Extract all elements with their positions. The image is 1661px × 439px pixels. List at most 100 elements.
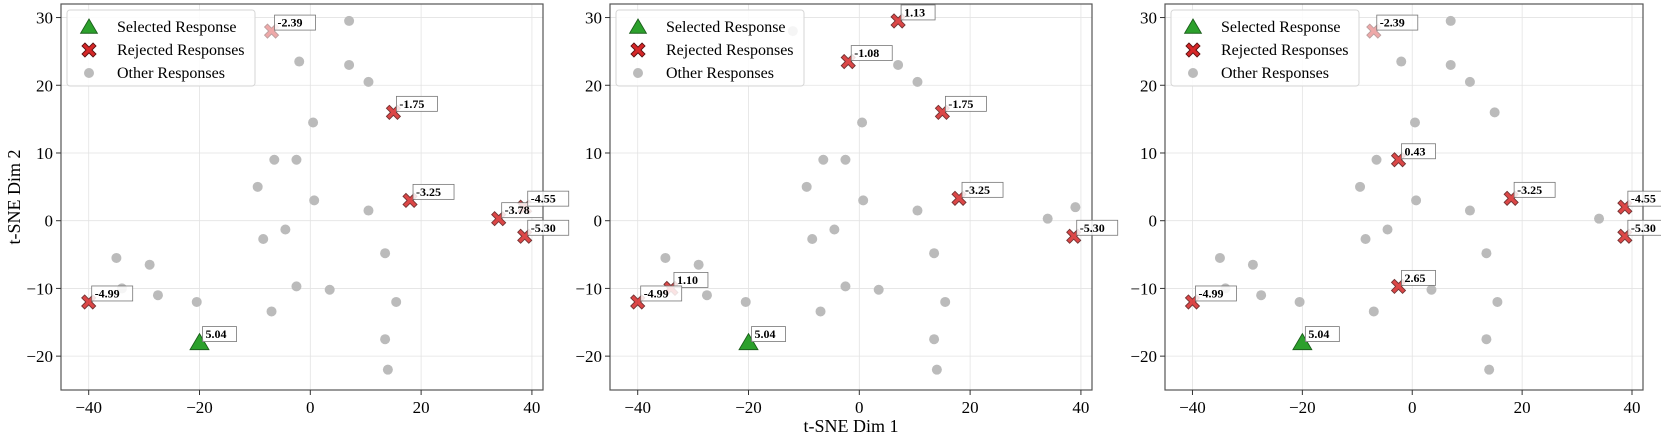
x-tick-label: 0 xyxy=(855,398,864,417)
other-response-point xyxy=(1464,205,1475,216)
legend-label: Rejected Responses xyxy=(666,42,794,59)
other-response-point xyxy=(291,154,302,165)
other-response-point xyxy=(308,117,319,128)
data-label: -4.99 xyxy=(95,286,120,300)
other-response-point xyxy=(111,252,122,263)
other-response-point xyxy=(1042,213,1053,224)
other-response-point xyxy=(1371,154,1382,165)
other-response-point xyxy=(1489,107,1500,118)
other-response-point xyxy=(873,284,884,295)
other-response-point xyxy=(1247,259,1258,270)
other-response-point xyxy=(840,154,851,165)
data-label-box xyxy=(527,190,570,207)
x-tick-label: 0 xyxy=(306,398,315,417)
data-label: 5.04 xyxy=(206,327,227,341)
other-response-point xyxy=(258,233,269,244)
x-tick-label: 40 xyxy=(1624,398,1641,417)
other-response-point xyxy=(1594,213,1605,224)
legend-selected-icon xyxy=(1183,18,1203,34)
y-tick-label: 30 xyxy=(1140,9,1157,28)
other-response-point xyxy=(1409,117,1420,128)
y-tick-label: −20 xyxy=(575,347,602,366)
other-response-point xyxy=(380,334,391,345)
data-label: -4.99 xyxy=(644,286,669,300)
y-tick-label: −10 xyxy=(1130,279,1157,298)
other-response-point xyxy=(818,154,829,165)
data-label-box xyxy=(945,95,987,112)
data-label: 5.04 xyxy=(755,327,776,341)
other-response-point xyxy=(252,181,263,192)
y-tick-label: 20 xyxy=(585,76,602,95)
y-tick-label: 30 xyxy=(585,9,602,28)
other-response-point xyxy=(1382,224,1393,235)
data-label: -1.75 xyxy=(399,97,424,111)
other-response-point xyxy=(801,181,812,192)
legend-box xyxy=(66,9,256,87)
legend-selected-icon xyxy=(79,18,99,34)
x-tick-label: −40 xyxy=(624,398,651,417)
data-label: -2.39 xyxy=(1380,16,1405,30)
data-label: -3.78 xyxy=(505,203,530,217)
other-response-point xyxy=(740,296,751,307)
data-label: -5.30 xyxy=(1080,221,1105,235)
other-response-point xyxy=(1214,252,1225,263)
other-response-point xyxy=(1256,290,1267,301)
data-label-box xyxy=(91,285,134,302)
data-label: 1.13 xyxy=(904,5,925,19)
y-tick-label: 20 xyxy=(36,76,53,95)
data-label-box xyxy=(274,14,316,31)
other-response-point xyxy=(1484,364,1495,375)
other-response-point xyxy=(391,296,402,307)
y-tick-label: −20 xyxy=(26,347,53,366)
legend-label: Other Responses xyxy=(117,65,225,82)
other-response-point xyxy=(1070,202,1081,213)
other-response-point xyxy=(701,290,712,301)
data-label: -2.39 xyxy=(278,16,303,30)
data-label-box xyxy=(1401,269,1436,286)
legend-rejected-icon xyxy=(1185,42,1201,58)
data-label: -1.08 xyxy=(854,46,879,60)
other-response-point xyxy=(266,306,277,317)
y-tick-label: 30 xyxy=(36,9,53,28)
other-response-point xyxy=(1445,15,1456,26)
other-response-point xyxy=(380,248,391,259)
other-response-point xyxy=(929,334,940,345)
other-response-point xyxy=(152,290,163,301)
data-label-box xyxy=(1627,219,1661,236)
other-response-point xyxy=(191,296,202,307)
legend-box xyxy=(1170,9,1360,87)
data-label: -4.55 xyxy=(1631,192,1656,206)
x-tick-label: −20 xyxy=(186,398,213,417)
other-response-point xyxy=(344,15,355,26)
other-response-point xyxy=(893,59,904,70)
y-tick-label: −20 xyxy=(1130,347,1157,366)
data-label-box xyxy=(961,181,1004,198)
legend-label: Rejected Responses xyxy=(117,42,245,59)
data-label: -3.25 xyxy=(416,185,441,199)
data-label: -3.25 xyxy=(1517,183,1542,197)
other-response-point xyxy=(291,281,302,292)
other-response-point xyxy=(269,154,280,165)
other-response-point xyxy=(324,284,335,295)
other-response-point xyxy=(912,76,923,87)
legend-other-icon xyxy=(633,68,643,78)
x-axis-title: t-SNE Dim 1 xyxy=(803,416,898,436)
data-label-box xyxy=(1627,190,1661,207)
x-tick-label: 20 xyxy=(413,398,430,417)
other-response-point xyxy=(857,117,868,128)
other-response-point xyxy=(1481,248,1492,259)
data-label: -4.99 xyxy=(1198,286,1223,300)
data-label: 5.04 xyxy=(1308,327,1329,341)
other-response-point xyxy=(1294,296,1305,307)
other-response-point xyxy=(693,259,704,270)
other-response-point xyxy=(807,233,818,244)
y-tick-label: 0 xyxy=(45,212,54,231)
other-response-point xyxy=(144,259,155,270)
x-tick-label: 20 xyxy=(1514,398,1531,417)
other-response-point xyxy=(344,59,355,70)
chart-panel-3: −40 −20 0 20 40 −20 −10 0 10 20 30 5.04 -2.39 0.43 -3.… xyxy=(1130,3,1661,417)
x-tick-label: −20 xyxy=(1289,398,1316,417)
other-response-point xyxy=(1464,76,1475,87)
legend: Selected Response Rejected Responses Other… xyxy=(1170,9,1360,87)
y-tick-label: −10 xyxy=(26,279,53,298)
